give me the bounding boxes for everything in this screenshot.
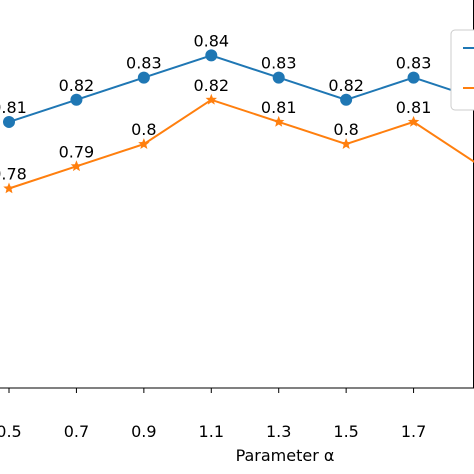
x-tick-label: 0.5 [0, 422, 22, 441]
data-label: 0.83 [126, 54, 162, 73]
data-label: 0.81 [0, 98, 27, 117]
x-tick-label: 1.5 [333, 422, 358, 441]
series-layer: 0.810.820.830.840.830.820.830.780.790.80… [0, 31, 474, 194]
series-1: 0.81 0.82 0.83 0.84 0.83 0.82 0.83 [0, 31, 474, 128]
x-tick-label: 0.9 [131, 422, 156, 441]
data-label: 0.82 [59, 76, 95, 95]
x-tick-label: 1.7 [401, 422, 426, 441]
x-ticks: 0.5 0.7 0.9 1.1 1.3 1.5 1.7 [0, 388, 426, 441]
data-point [3, 182, 15, 194]
data-point [70, 160, 83, 172]
x-axis-label: Parameter α [236, 446, 335, 465]
data-point [340, 138, 352, 149]
legend-box [450, 29, 474, 111]
data-point [3, 115, 15, 128]
data-point [273, 115, 285, 127]
data-label: 0.81 [261, 98, 297, 117]
data-label: 0.83 [396, 54, 432, 73]
series-line [8, 54, 474, 123]
data-label: 0.84 [193, 31, 229, 50]
data-point [407, 115, 420, 127]
data-point [407, 71, 420, 84]
x-tick-label: 0.7 [64, 422, 89, 441]
data-point [138, 138, 150, 149]
data-label: 0.82 [328, 76, 364, 95]
data-point [205, 49, 218, 62]
x-tick-label: 1.1 [199, 422, 224, 441]
data-label: 0.8 [333, 120, 358, 139]
data-label: 0.83 [261, 54, 297, 73]
data-point [137, 71, 150, 84]
legend [450, 29, 474, 111]
data-label: 0.79 [59, 142, 95, 161]
series-line [8, 98, 474, 190]
data-label: 0.81 [396, 98, 432, 117]
data-point [70, 93, 83, 106]
data-label: 0.8 [131, 120, 156, 139]
x-tick-label: 1.3 [266, 422, 291, 441]
data-label: 0.82 [193, 76, 229, 95]
data-point [272, 71, 285, 84]
data-point [340, 93, 353, 106]
data-label: 0.78 [0, 164, 27, 183]
data-point [205, 93, 217, 105]
series-2: 0.78 0.79 0.8 0.82 0.81 0.8 0.81 [0, 76, 474, 194]
